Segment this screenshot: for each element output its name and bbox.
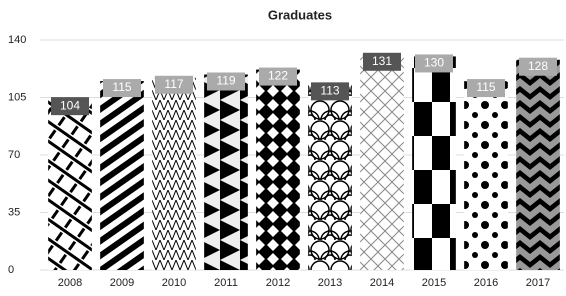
x-tick-label: 2008 [58, 277, 82, 289]
bar [464, 81, 508, 270]
bar [48, 99, 92, 270]
x-tick-label: 2011 [214, 277, 238, 289]
value-label: 115 [476, 80, 495, 94]
x-tick-label: 2016 [474, 277, 498, 289]
bar [100, 81, 144, 270]
bar [360, 55, 404, 270]
value-label: 104 [60, 98, 80, 112]
bar [256, 70, 300, 270]
chart-title: Graduates [268, 7, 332, 22]
value-label: 115 [112, 80, 131, 94]
value-label: 117 [164, 77, 183, 91]
value-label: 128 [528, 59, 548, 73]
bar [152, 78, 196, 270]
bar [308, 84, 352, 270]
bar [516, 60, 560, 270]
y-tick-label: 70 [8, 149, 20, 161]
value-label: 113 [320, 84, 339, 98]
value-label: 122 [268, 69, 288, 83]
x-tick-label: 2013 [318, 277, 342, 289]
x-tick-label: 2014 [370, 277, 394, 289]
bar [204, 75, 248, 271]
y-tick-label: 35 [8, 206, 20, 218]
chart: Graduates 0 35 70 105 140 2008 104 2009 115 2010 1… [0, 0, 566, 291]
value-label: 130 [424, 56, 444, 70]
x-tick-label: 2015 [422, 277, 446, 289]
bar [412, 56, 456, 270]
x-tick-label: 2009 [110, 277, 134, 289]
value-label: 119 [216, 74, 235, 88]
y-tick-label: 0 [8, 264, 14, 276]
x-tick-label: 2012 [266, 277, 290, 289]
y-tick-label: 105 [8, 91, 26, 103]
y-tick-label: 140 [8, 34, 26, 46]
x-tick-label: 2017 [526, 277, 550, 289]
value-label: 131 [372, 54, 392, 68]
x-tick-label: 2010 [162, 277, 186, 289]
